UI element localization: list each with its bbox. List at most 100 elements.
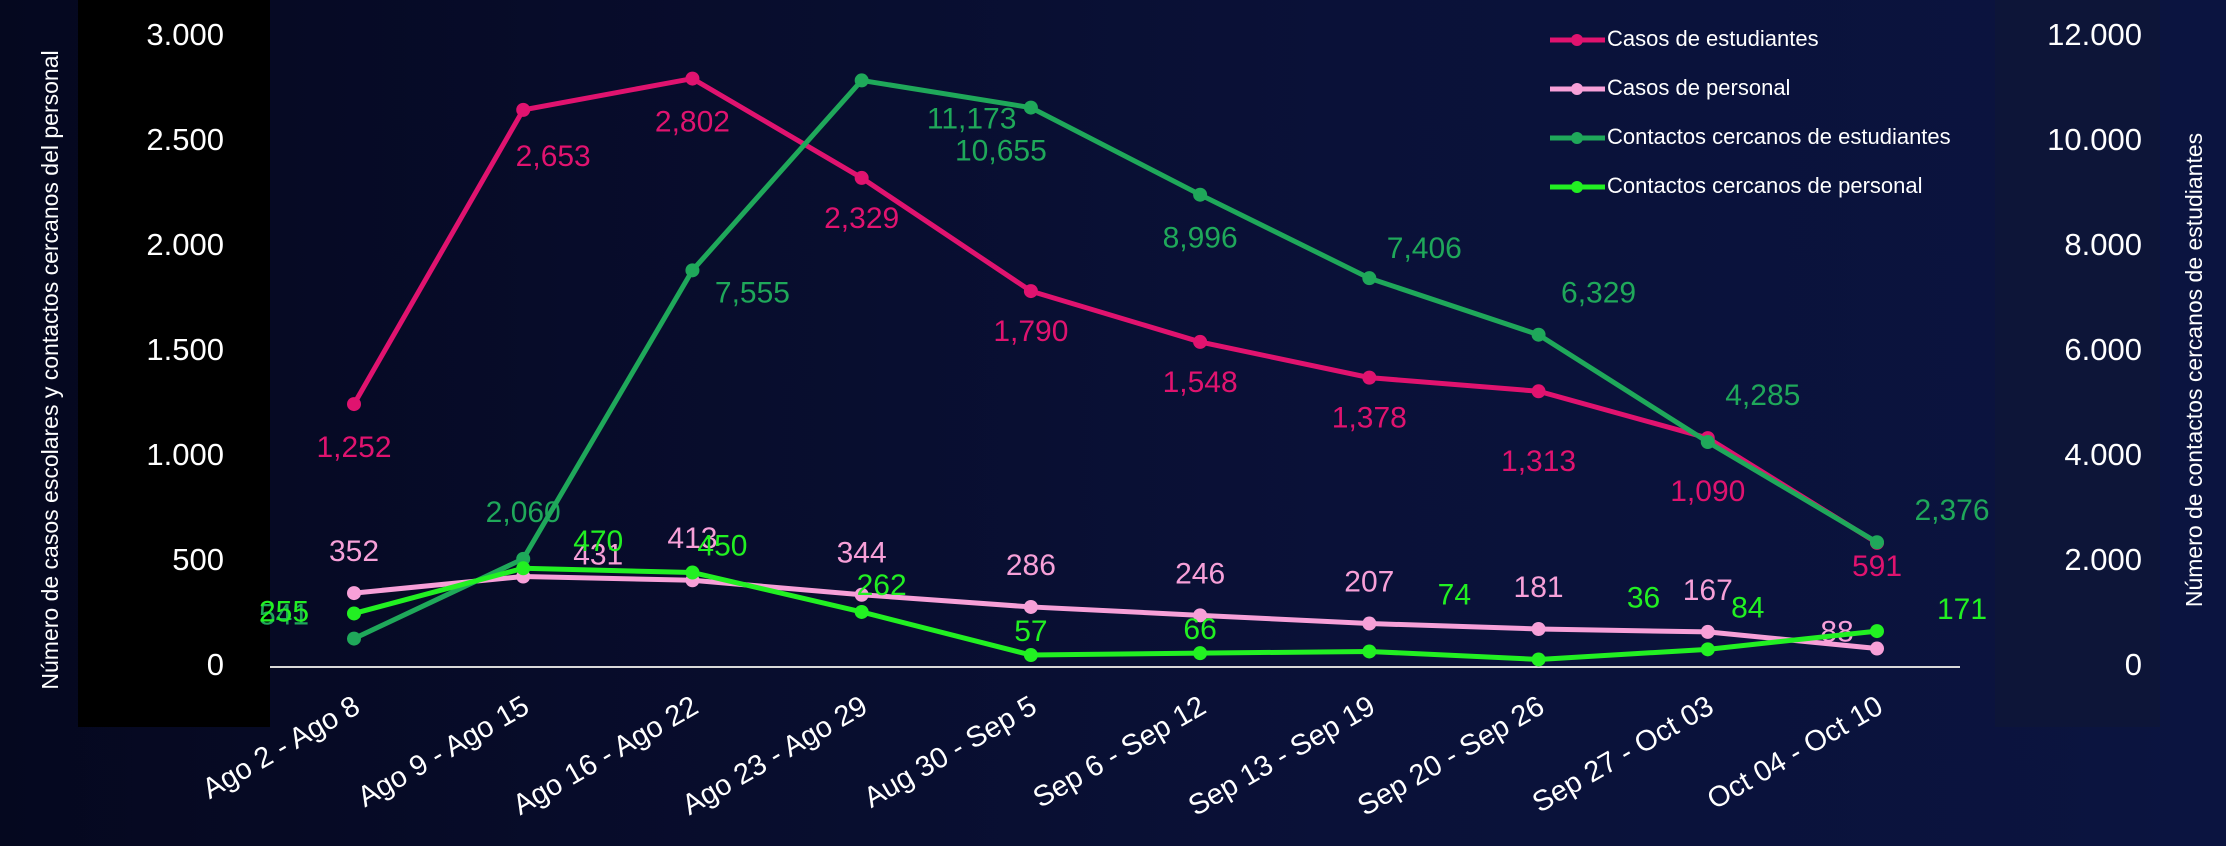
series-line	[352, 77, 1879, 641]
data-label: 84	[1731, 591, 1764, 624]
series-line	[353, 565, 1878, 662]
y-tick-label: 2.500	[146, 122, 224, 157]
data-label: 2,329	[824, 202, 899, 235]
x-tick-label: Sep 27 - Oct 03	[1527, 690, 1719, 819]
data-label: 1,790	[993, 315, 1068, 348]
data-point	[1193, 608, 1208, 623]
data-point	[347, 586, 361, 601]
data-label: 4,285	[1725, 379, 1800, 412]
data-label: 541	[259, 599, 309, 632]
data-label: 1,313	[1501, 445, 1576, 478]
x-tick-label: Ago 16 - Ago 22	[508, 690, 704, 822]
data-label: 286	[1006, 549, 1056, 582]
legend-label: Contactos cercanos de estudiantes	[1607, 124, 1951, 149]
right-axis-panel	[1995, 0, 2160, 727]
data-label: 262	[857, 569, 907, 602]
data-point	[1362, 644, 1377, 659]
data-point	[854, 587, 869, 602]
legend-marker	[1571, 83, 1583, 95]
y-tick-label: 3.000	[146, 17, 224, 52]
data-label: 1,252	[316, 431, 391, 464]
data-label: 7,555	[715, 276, 790, 309]
data-label: 470	[573, 525, 623, 558]
legend-marker	[1571, 34, 1583, 46]
y-tick-label: 1.500	[146, 332, 224, 367]
data-point	[1531, 652, 1546, 667]
data-point	[1362, 370, 1377, 385]
legend-marker	[1571, 181, 1583, 193]
data-point	[1362, 616, 1377, 631]
legend-label: Contactos cercanos de personal	[1607, 173, 1923, 198]
data-label: 246	[1175, 557, 1225, 590]
data-label: 8,996	[1163, 222, 1238, 255]
y2-tick-label: 12.000	[2047, 17, 2142, 52]
data-point	[1023, 648, 1038, 663]
data-point	[347, 397, 361, 412]
y2-tick-label: 2.000	[2064, 542, 2142, 577]
y-tick-label: 1.000	[146, 437, 224, 472]
y2-tick-label: 10.000	[2047, 122, 2142, 157]
x-tick-label: Ago 23 - Ago 29	[677, 690, 873, 822]
data-point	[854, 73, 869, 88]
data-point	[1870, 641, 1884, 656]
y2-axis-title: Número de contactos cercanos de estudian…	[2181, 132, 2207, 608]
data-point	[1700, 642, 1715, 657]
data-point	[1023, 284, 1038, 299]
legend-marker	[1571, 132, 1583, 144]
data-label: 1,548	[1163, 366, 1238, 399]
y-tick-label: 500	[172, 542, 224, 577]
x-tick-label: Sep 13 - Sep 19	[1183, 690, 1381, 823]
data-point	[854, 604, 869, 619]
data-label: 344	[837, 537, 887, 570]
data-point	[1531, 327, 1546, 342]
data-label: 255	[259, 595, 309, 628]
data-label: 57	[1014, 615, 1047, 648]
data-label: 7,406	[1387, 232, 1462, 265]
data-label: 2,653	[516, 140, 591, 173]
data-label: 352	[329, 535, 379, 568]
y-axis-title: Número de casos escolares y contactos ce…	[37, 50, 63, 690]
left-axis-panel	[78, 0, 270, 727]
data-point	[685, 263, 700, 278]
data-label: 1,378	[1332, 402, 1407, 435]
series-line	[351, 75, 1879, 546]
data-point	[1193, 187, 1208, 202]
data-label: 74	[1438, 578, 1471, 611]
legend-label: Casos de personal	[1607, 75, 1790, 100]
data-point	[347, 606, 361, 621]
data-label: 2,376	[1914, 494, 1989, 527]
data-label: 171	[1937, 593, 1987, 626]
data-point	[1531, 621, 1546, 636]
y2-tick-label: 8.000	[2064, 227, 2142, 262]
data-point	[1700, 435, 1715, 450]
data-point	[1700, 624, 1715, 639]
data-point	[347, 631, 361, 646]
data-label: 66	[1183, 613, 1216, 646]
x-tick-label: Aug 30 - Sep 5	[859, 690, 1043, 814]
data-label: 11,173	[927, 102, 1017, 135]
data-point	[685, 71, 700, 86]
y-tick-label: 2.000	[146, 227, 224, 262]
data-point	[1193, 646, 1208, 661]
x-tick-label: Oct 04 - Oct 10	[1702, 690, 1888, 816]
x-tick-label: Sep 20 - Sep 26	[1352, 690, 1550, 823]
data-point	[1193, 334, 1208, 349]
data-label: 36	[1627, 581, 1660, 614]
series-line	[353, 573, 1878, 652]
data-point	[516, 102, 531, 117]
data-label: 2,060	[486, 496, 561, 529]
data-point	[516, 561, 531, 576]
data-label: 167	[1683, 574, 1733, 607]
data-point	[1023, 599, 1038, 614]
data-point	[1870, 535, 1884, 550]
data-label: 413	[667, 522, 717, 555]
data-point	[1870, 624, 1884, 639]
data-point	[1531, 384, 1546, 399]
data-label: 591	[1852, 550, 1902, 583]
data-point	[1362, 271, 1377, 286]
y2-tick-label: 0	[2125, 647, 2142, 682]
data-label: 431	[573, 538, 623, 571]
y-tick-label: 0	[207, 647, 224, 682]
